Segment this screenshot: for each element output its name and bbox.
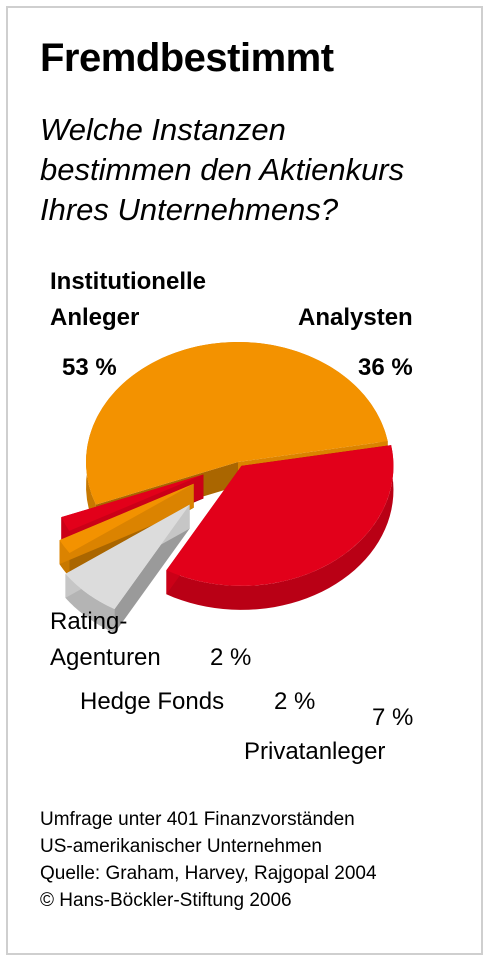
pie-slice-wall-hedge-fonds	[59, 483, 194, 565]
value-label-institutionelle-anleger: 53 %	[62, 354, 117, 381]
footer-survey: Umfrage unter 401 Finanzvorständen	[40, 809, 355, 830]
chart-title: Fremdbestimmt	[40, 36, 334, 80]
pie-slice-top-analysten	[166, 445, 394, 586]
pie-slice-top-privatanleger	[65, 504, 190, 610]
value-label-hedge-fonds: 2 %	[274, 688, 316, 715]
value-label-privatanleger: 7 %	[372, 704, 414, 731]
pie-slice-top-hedge-fonds	[59, 483, 194, 553]
chart-subtitle: Welche Instanzen bestimmen den Aktienkur…	[40, 110, 480, 230]
chart-frame	[6, 6, 483, 955]
label-rating-agenturen-line2: Agenturen	[50, 644, 161, 671]
label-privatanleger: Privatanleger	[244, 738, 386, 765]
pie-slice-hedge-fonds	[59, 483, 194, 577]
label-rating-agenturen-line1: Rating-	[50, 608, 128, 635]
pie-slice-top-rating-agenturen	[61, 474, 204, 531]
pie-slice-top-institutionelle-anleger	[85, 341, 388, 505]
subtitle-line: bestimmen den Aktienkurs	[40, 152, 405, 187]
pie-slice-privatanleger	[65, 504, 190, 634]
label-institutionelle-anleger-line1: Institutionelle	[50, 268, 206, 295]
value-label-analysten: 36 %	[358, 354, 413, 381]
label-institutionelle-anleger-line2: Anleger	[50, 304, 140, 331]
subtitle-line: Ihres Unternehmens?	[40, 192, 339, 227]
subtitle-line: Welche Instanzen	[40, 112, 286, 147]
pie-slice-side-analysten	[166, 445, 394, 610]
label-hedge-fonds: Hedge Fonds	[80, 688, 225, 715]
label-analysten: Analysten	[298, 304, 413, 331]
chart-footer: Umfrage unter 401 Finanzvorständen US-am…	[40, 806, 460, 914]
value-label-rating-agenturen: 2 %	[210, 644, 252, 671]
footer-source: Quelle: Graham, Harvey, Rajgopal 2004	[40, 863, 377, 884]
pie-slice-analysten	[166, 445, 394, 610]
footer-copyright: © Hans-Böckler-Stiftung 2006	[40, 890, 292, 911]
footer-population: US-amerikanischer Unternehmen	[40, 836, 322, 857]
